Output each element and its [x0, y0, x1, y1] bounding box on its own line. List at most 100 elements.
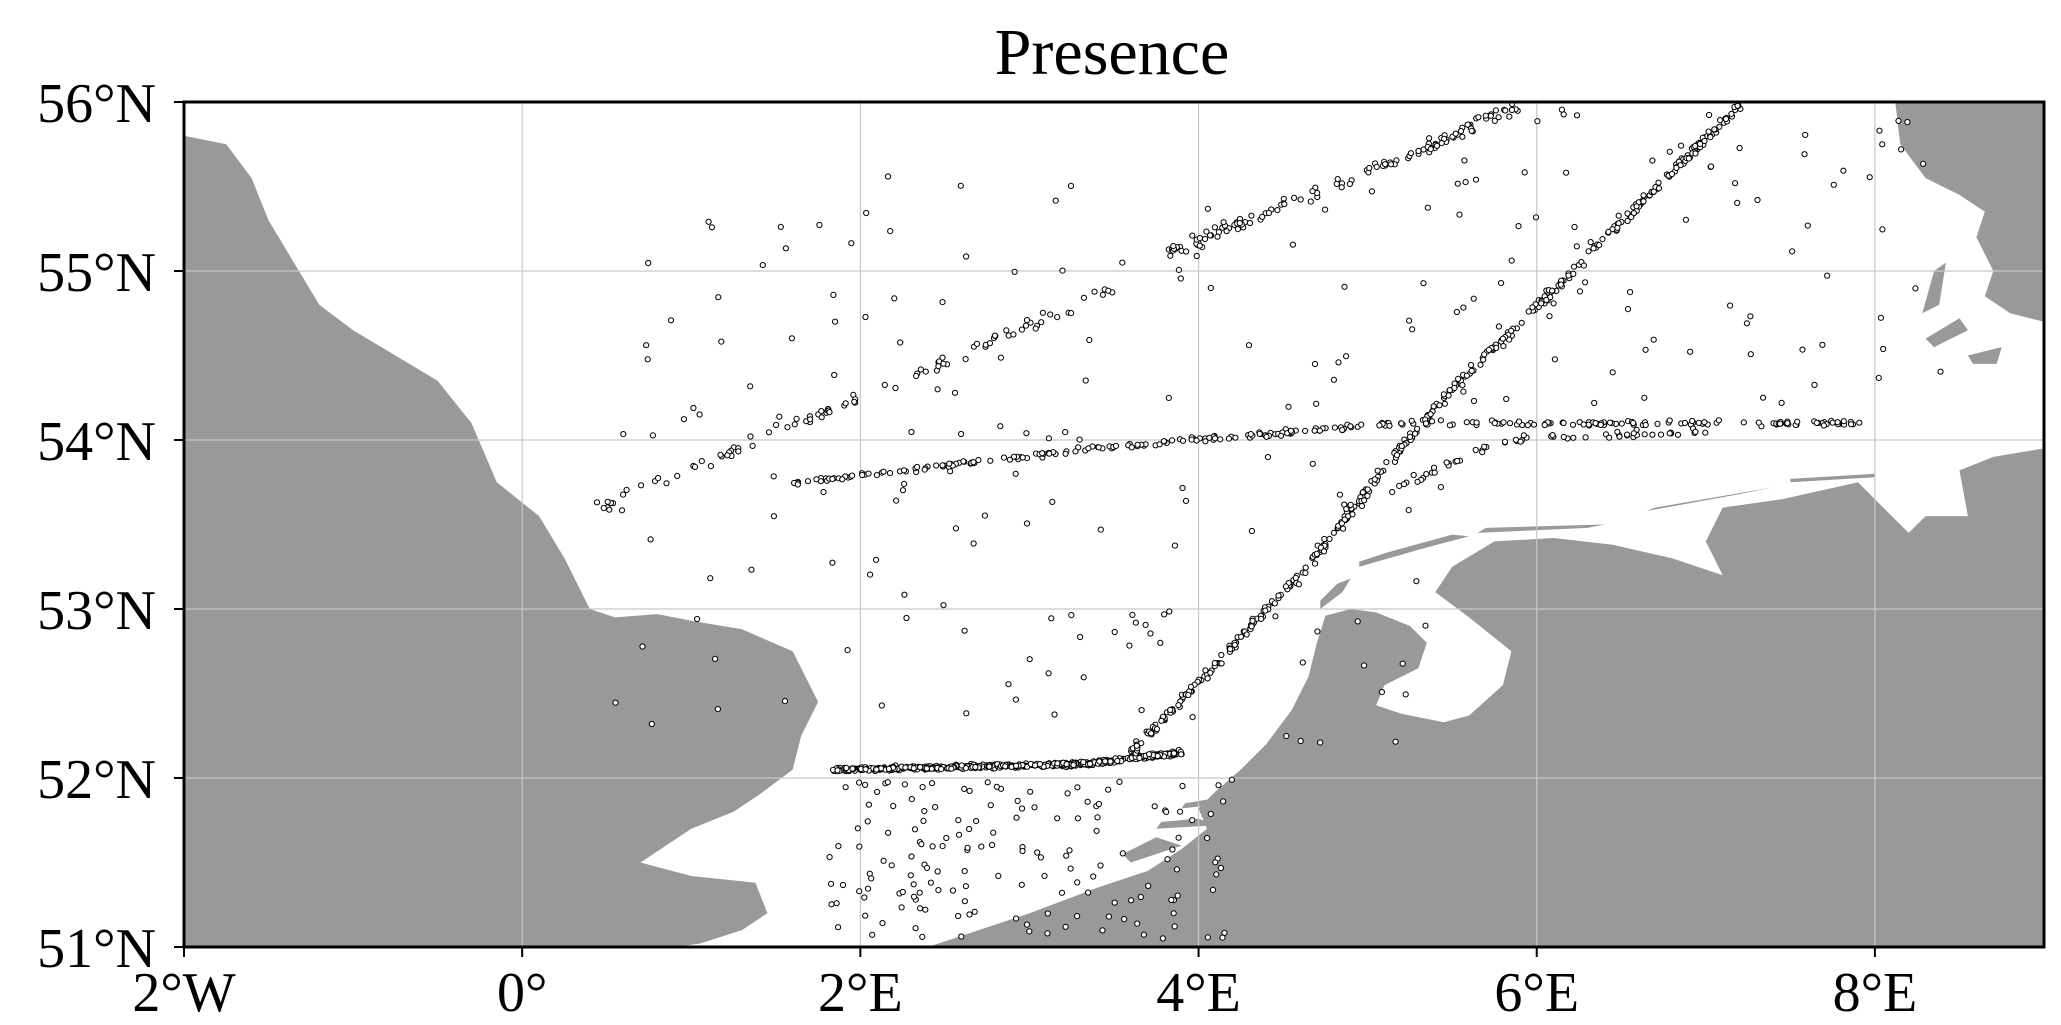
presence-point — [1573, 243, 1580, 250]
presence-point — [1262, 607, 1269, 614]
presence-point — [1707, 163, 1715, 170]
presence-point — [1282, 583, 1290, 590]
presence-point — [981, 512, 989, 519]
presence-point — [1126, 642, 1133, 649]
map-frame — [182, 100, 2046, 949]
presence-point — [1877, 314, 1885, 321]
presence-point — [1426, 135, 1433, 142]
presence-point — [1550, 300, 1557, 307]
presence-point — [1142, 621, 1149, 629]
presence-point — [1898, 146, 1905, 153]
presence-point — [1238, 633, 1245, 640]
presence-point — [1364, 492, 1371, 499]
presence-point — [1392, 738, 1399, 745]
presence-point — [1674, 431, 1682, 438]
presence-point — [1706, 111, 1713, 119]
presence-point — [1086, 336, 1093, 344]
presence-point — [1422, 622, 1429, 629]
presence-point — [839, 881, 847, 889]
presence-point — [1287, 427, 1295, 434]
presence-point — [1472, 176, 1480, 183]
presence-point — [1551, 356, 1559, 363]
presence-point — [1456, 211, 1463, 218]
presence-point — [1628, 214, 1635, 221]
presence-point — [1179, 484, 1186, 492]
presence-point — [1386, 422, 1393, 429]
presence-point — [851, 398, 858, 405]
presence-point — [1804, 222, 1811, 229]
presence-point — [1443, 459, 1450, 466]
presence-point — [1012, 470, 1019, 477]
presence-point — [1335, 359, 1342, 366]
presence-point — [1457, 128, 1465, 135]
presence-point — [867, 571, 874, 578]
presence-point — [901, 480, 908, 487]
presence-point — [922, 368, 929, 375]
presence-point — [907, 872, 914, 879]
presence-point — [1213, 871, 1220, 878]
presence-point — [1116, 778, 1123, 786]
presence-point — [1430, 464, 1438, 471]
presence-point — [804, 478, 812, 485]
presence-point — [1580, 421, 1587, 428]
landmass-great-britain — [184, 135, 819, 947]
presence-point — [1047, 311, 1054, 318]
presence-point — [1829, 419, 1836, 426]
presence-point — [1177, 808, 1184, 815]
presence-point — [884, 779, 891, 786]
presence-point — [826, 409, 833, 416]
presence-point — [1041, 872, 1048, 880]
map-title: Presence — [995, 16, 1230, 89]
presence-point — [865, 801, 873, 808]
presence-point — [1374, 467, 1381, 474]
presence-point — [1048, 615, 1055, 622]
presence-point — [1347, 423, 1354, 430]
presence-point — [1068, 612, 1075, 619]
presence-point — [1037, 854, 1045, 861]
presence-point — [1834, 419, 1841, 426]
presence-point — [1148, 730, 1155, 737]
presence-point — [910, 881, 917, 888]
presence-point — [1692, 428, 1699, 435]
presence-point — [1616, 433, 1623, 440]
presence-point — [1217, 436, 1224, 443]
presence-point — [955, 817, 962, 824]
presence-point — [1485, 346, 1493, 353]
presence-point — [770, 473, 777, 480]
presence-point — [1343, 353, 1350, 360]
presence-point — [694, 615, 701, 623]
presence-point — [1820, 422, 1828, 429]
presence-point — [1005, 681, 1012, 688]
presence-point — [910, 893, 918, 900]
presence-point — [1657, 431, 1665, 438]
presence-point — [1314, 628, 1321, 635]
presence-point — [747, 383, 754, 390]
presence-point — [862, 781, 869, 789]
presence-point — [1202, 667, 1209, 674]
presence-point — [1121, 916, 1128, 923]
presence-point — [1605, 228, 1612, 235]
presence-point — [1185, 691, 1192, 699]
presence-point — [691, 463, 699, 470]
presence-point — [1038, 319, 1045, 326]
presence-point — [1317, 544, 1325, 551]
presence-point — [1463, 419, 1470, 426]
x-tick-label: 2°E — [818, 962, 903, 1020]
presence-point — [1231, 641, 1238, 649]
presence-point — [1263, 433, 1270, 440]
presence-point — [833, 900, 840, 907]
presence-point — [1777, 420, 1784, 427]
presence-point — [1640, 198, 1647, 205]
presence-point — [939, 299, 946, 306]
presence-point — [1023, 430, 1030, 437]
presence-point — [917, 366, 925, 373]
presence-point — [1338, 520, 1346, 527]
presence-point — [961, 868, 968, 875]
presence-point — [1459, 133, 1466, 140]
island-vlieland-terschelling — [1359, 534, 1470, 567]
presence-point — [1840, 167, 1847, 174]
presence-point — [914, 463, 921, 471]
presence-point — [1311, 360, 1319, 368]
presence-point — [1606, 434, 1613, 441]
presence-point — [947, 468, 954, 475]
